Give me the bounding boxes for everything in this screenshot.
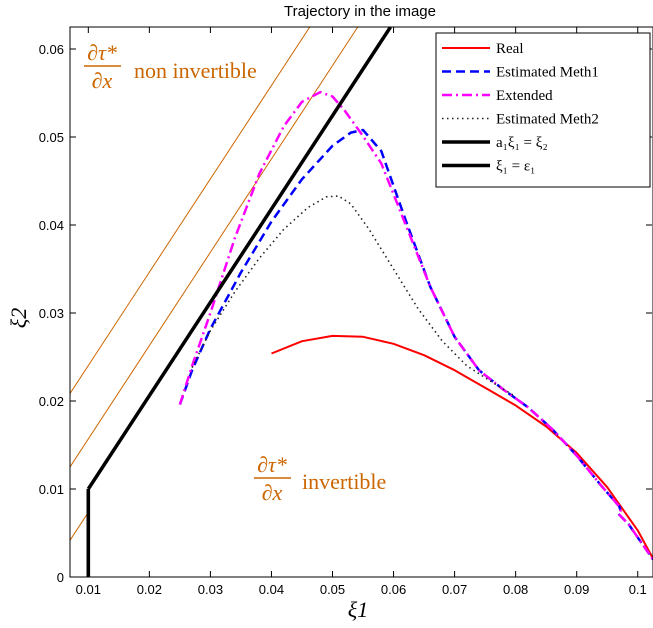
axis-ticks: 0.01 0.02 0.03 0.04 0.05 0.06 0.07 0.08 0.09 0.1 0…: [39, 27, 652, 597]
x-tick-label: 0.02: [137, 582, 162, 597]
annotation-invertible-numerator: ∂τ*: [257, 452, 287, 477]
y-tick-label: 0.03: [39, 306, 64, 321]
series-lines: [86, 27, 653, 577]
annotation-non-invertible-denominator: ∂x: [92, 68, 113, 93]
annotation-non-invertible: ∂τ* ∂x non invertible: [84, 40, 257, 93]
legend-box: [435, 32, 651, 188]
y-tick-label: 0.02: [39, 394, 64, 409]
x-tick-label: 0.06: [381, 582, 406, 597]
y-tick-label: 0: [57, 570, 64, 585]
legend-entry-meth2-label: Estimated Meth2: [496, 112, 599, 128]
annotation-invertible: ∂τ* ∂x invertible: [254, 452, 386, 505]
legend-entry-meth1-label: Estimated Meth1: [496, 65, 599, 81]
x-tick-label: 0.09: [564, 582, 589, 597]
hatch-line: [70, 27, 359, 468]
plot-area-frame: [69, 26, 653, 578]
y-tick-label: 0.05: [39, 130, 64, 145]
legend-items: Real Estimated Meth1 Extended Estimated Met…: [442, 41, 599, 175]
y-axis-label-text: ξ2: [6, 308, 31, 328]
series-extended: [178, 90, 653, 561]
annotation-non-invertible-text: non invertible: [134, 58, 257, 83]
x-tick-label: 0.04: [259, 582, 284, 597]
legend-entry-boundary-eps1-label: ξ₁ = ε₁: [496, 159, 535, 175]
chart-title: Trajectory in the image: [284, 3, 436, 20]
series-real: [271, 334, 653, 559]
x-tick-label: 0.1: [629, 582, 647, 597]
legend: Real Estimated Meth1 Extended Estimated Met…: [435, 32, 651, 188]
legend-entry-extended-label: Extended: [496, 88, 553, 104]
x-tick-label: 0.05: [320, 582, 345, 597]
hatch-line: [70, 27, 311, 395]
series-boundary-a1: [86, 27, 392, 490]
x-tick-label: 0.07: [442, 582, 467, 597]
x-axis-label: ξ1: [348, 597, 368, 622]
x-tick-label: 0.01: [76, 582, 101, 597]
y-tick-label: 0.01: [39, 482, 64, 497]
x-tick-label: 0.03: [198, 582, 223, 597]
legend-entry-boundary-a1-label: a₁ξ₁ = ξ₂: [496, 135, 548, 151]
x-tick-label: 0.08: [503, 582, 528, 597]
series-estimated-meth1: [178, 128, 653, 561]
y-tick-label: 0.06: [39, 42, 64, 57]
annotation-invertible-denominator: ∂x: [262, 480, 283, 505]
annotation-invertible-text: invertible: [302, 469, 386, 494]
legend-entry-real-label: Real: [496, 41, 524, 57]
annotation-non-invertible-numerator: ∂τ*: [87, 40, 117, 65]
x-axis-label-text: ξ1: [348, 597, 368, 622]
y-axis-label: ξ2: [6, 308, 31, 328]
y-tick-label: 0.04: [39, 218, 64, 233]
